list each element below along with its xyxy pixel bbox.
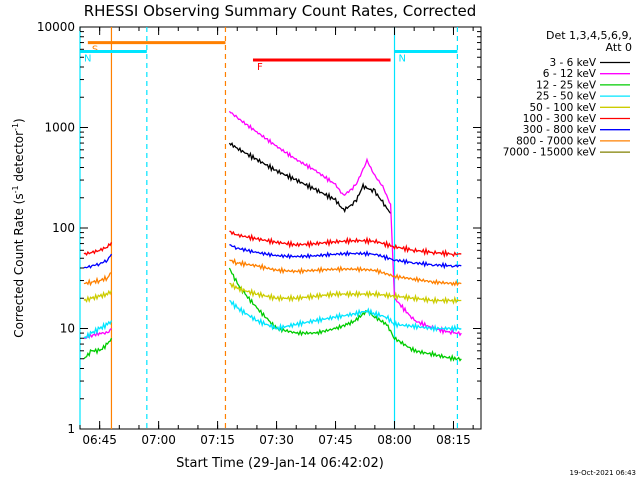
y-axis-label: Corrected Count Rate (s-1 detector-1) [11,118,26,337]
x-tick-label: 07:15 [200,433,235,447]
x-axis-label: Start Time (29-Jan-14 06:42:02) [176,456,384,471]
flag-label: F [257,62,263,73]
legend-header: Det 1,3,4,5,6,9, [546,29,632,42]
y-tick-label: 10 [60,322,75,336]
footer-date: 19-Oct-2021 06:43 [570,469,636,477]
y-axis: 1 10 100 1000 10000 [37,20,481,436]
series-line [228,141,392,214]
series-line [83,272,112,287]
series-line [83,337,113,360]
series-lines [83,110,462,363]
instrument-flags: SNNF [80,41,458,73]
legend-label: 3 - 6 keV [549,57,596,69]
x-tick-label: 06:45 [82,433,117,447]
x-axis: 06:45 07:00 07:15 07:30 07:45 08:00 08:15 [79,27,474,447]
series-line [228,110,462,337]
flag-label: N [84,54,91,65]
y-tick-label: 100 [52,221,75,235]
plot-frame [79,26,482,430]
x-tick-label: 08:15 [436,433,471,447]
series-line [229,299,462,333]
legend-label: 300 - 800 keV [523,124,597,136]
reference-lines [79,27,459,429]
y-tick-label: 10000 [37,20,75,34]
legend-label: 800 - 7000 keV [516,135,597,147]
chart-title: RHESSI Observing Summary Count Rates, Co… [84,2,477,20]
legend-label: 100 - 300 keV [523,113,597,125]
series-line [83,242,113,256]
y-tick-label: 1 [67,422,75,436]
series-line [83,320,113,340]
x-tick-label: 07:30 [259,433,294,447]
x-tick-label: 08:00 [377,433,412,447]
y-tick-label: 1000 [44,121,75,135]
series-line [229,230,462,259]
legend-label: 6 - 12 keV [543,68,597,80]
series-line [83,253,113,269]
legend-header-att: Att 0 [606,41,632,54]
legend-label: 50 - 100 keV [529,102,596,114]
flag-label: N [399,54,406,65]
legend-label: 25 - 50 keV [536,91,597,103]
x-tick-label: 07:45 [318,433,353,447]
x-tick-label: 07:00 [141,433,176,447]
series-line [83,289,113,303]
legend-label: 12 - 25 keV [536,79,597,91]
legend-label: 7000 - 15000 keV [503,147,597,159]
series-line [229,257,462,287]
series-line [228,267,462,363]
series-line [229,281,462,305]
series-line [229,243,462,270]
